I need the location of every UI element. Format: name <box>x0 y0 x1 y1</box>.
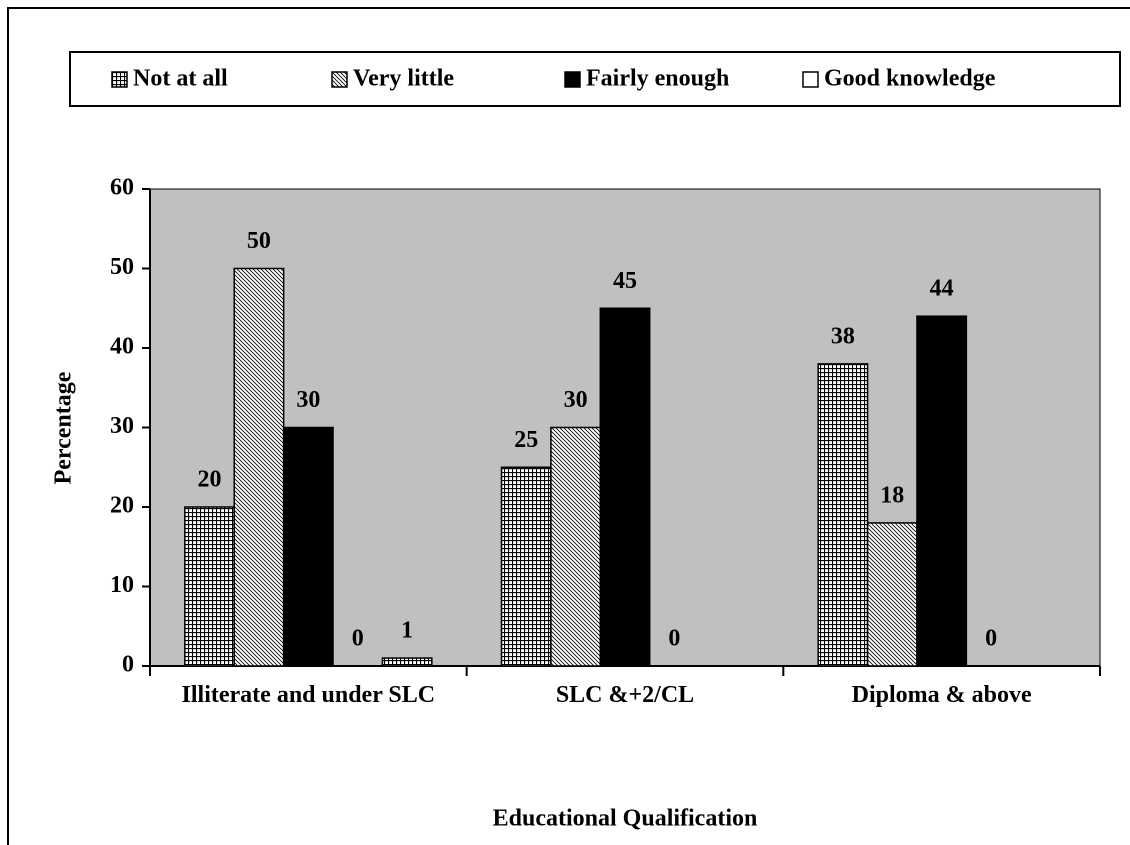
legend-swatch <box>802 71 819 88</box>
bar <box>282 426 334 667</box>
chart-border <box>7 7 1130 845</box>
data-label: 1 <box>401 618 413 644</box>
data-label: 0 <box>985 626 997 652</box>
x-tick-label: Diploma & above <box>851 682 1032 708</box>
y-tick-label: 60 <box>110 175 134 201</box>
x-axis-title: Educational Qualification <box>493 806 758 832</box>
data-label: 30 <box>564 387 588 413</box>
legend-swatch <box>111 71 128 88</box>
data-label: 30 <box>296 387 320 413</box>
y-tick-label: 30 <box>110 413 134 439</box>
legend-box <box>69 51 1121 107</box>
data-label: 18 <box>880 482 904 508</box>
legend-label: Very little <box>353 66 454 92</box>
y-tick-label: 20 <box>110 493 134 519</box>
data-label: 25 <box>514 427 538 453</box>
bar <box>817 363 869 667</box>
data-label: 45 <box>613 268 637 294</box>
legend-label: Fairly enough <box>586 66 729 92</box>
x-tick-label: Illiterate and under SLC <box>181 682 436 708</box>
y-tick-label: 40 <box>110 334 134 360</box>
bar <box>599 307 651 667</box>
data-label: 38 <box>831 323 855 349</box>
data-label: 0 <box>668 626 680 652</box>
x-tick-label: SLC &+2/CL <box>555 682 695 708</box>
data-label: 0 <box>352 626 364 652</box>
y-tick-label: 0 <box>122 652 134 678</box>
bar <box>550 426 602 667</box>
data-label: 20 <box>198 467 222 493</box>
bar <box>381 657 433 667</box>
legend-swatch <box>331 71 348 88</box>
data-label: 50 <box>247 228 271 254</box>
bar <box>500 466 552 667</box>
bar <box>916 315 968 667</box>
data-label: 44 <box>930 276 954 302</box>
y-axis-title: Percentage <box>51 371 77 484</box>
bar <box>184 506 235 667</box>
y-tick-label: 50 <box>110 254 134 280</box>
legend-swatch <box>564 71 581 88</box>
bar <box>233 267 285 667</box>
bar <box>866 522 918 667</box>
y-tick-label: 10 <box>110 572 134 598</box>
legend-label: Good knowledge <box>824 66 996 92</box>
legend-label: Not at all <box>133 66 228 92</box>
